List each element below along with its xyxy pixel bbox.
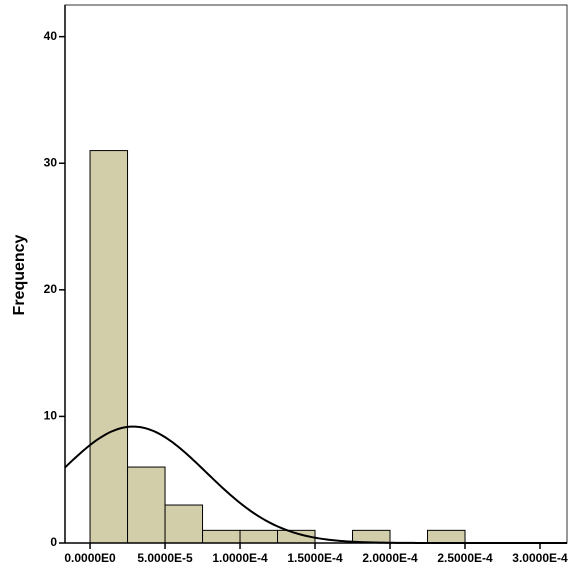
x-tick-label: 3.0000E-4 [512, 551, 568, 565]
bar [239, 529, 279, 544]
y-tick-label: 40 [44, 29, 58, 43]
bar [164, 504, 204, 544]
y-tick-label: 10 [44, 409, 58, 423]
x-tick-label: 5.0000E-5 [137, 551, 193, 565]
x-tick-label: 0.0000E0 [64, 551, 116, 565]
bar [127, 466, 166, 544]
x-tick-label: 1.5000E-4 [287, 551, 343, 565]
bar [427, 529, 466, 544]
y-tick-label: 20 [44, 282, 58, 296]
y-axis-label: Frequency [11, 234, 28, 315]
bar [89, 150, 129, 544]
y-tick-label: 30 [44, 155, 58, 169]
plot-frame [64, 4, 568, 544]
x-tick-label: 2.5000E-4 [437, 551, 493, 565]
x-tick-label: 1.0000E-4 [212, 551, 268, 565]
x-tick-label: 2.0000E-4 [362, 551, 418, 565]
bar [202, 529, 241, 544]
y-tick-label: 0 [50, 535, 57, 549]
